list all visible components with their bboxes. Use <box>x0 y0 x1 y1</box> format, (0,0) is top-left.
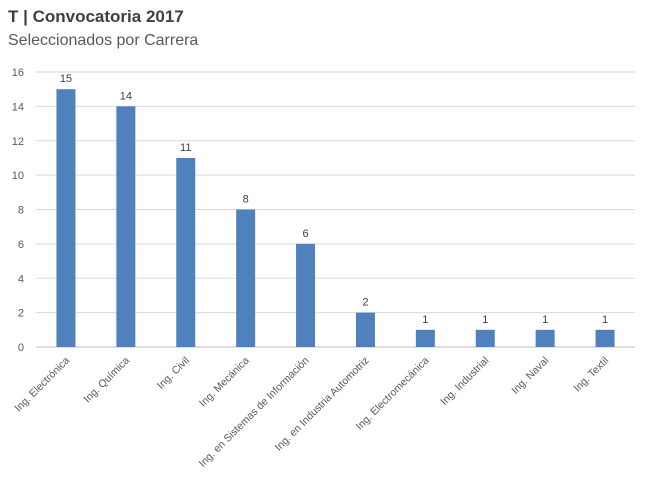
bar <box>236 209 256 347</box>
y-tick-label: 4 <box>18 273 24 285</box>
y-tick-label: 6 <box>18 239 24 251</box>
x-tick-label: Ing. Química <box>81 355 132 406</box>
bar <box>415 329 435 347</box>
data-label: 11 <box>180 142 191 154</box>
bar <box>296 243 316 347</box>
x-tick-label: Ing. Electrónica <box>12 355 72 415</box>
chart-subtitle: Seleccionados por Carrera <box>8 32 199 49</box>
x-tick-label: Ing. Civil <box>155 355 192 392</box>
data-label: 14 <box>120 90 132 102</box>
x-tick-label: Ing. en Sistemas de Información <box>197 355 312 470</box>
data-label: 1 <box>482 314 488 326</box>
y-tick-label: 10 <box>12 170 24 182</box>
x-tick-label: Ing. Textil <box>571 355 611 395</box>
y-tick-label: 12 <box>12 136 24 148</box>
data-label: 1 <box>422 314 428 326</box>
bar <box>475 329 495 347</box>
x-tick-label: Ing. Industrial <box>438 355 491 408</box>
data-label: 6 <box>302 228 308 240</box>
x-axis-ticks: Ing. Electrónica Ing. Química Ing. Civil In… <box>12 355 611 470</box>
y-axis-ticks: 0 2 4 6 8 10 12 14 16 <box>12 67 24 354</box>
data-label: 8 <box>243 194 249 206</box>
chart-title: T | Convocatoria 2017 <box>8 7 184 26</box>
bar <box>355 312 375 347</box>
data-label: 1 <box>542 314 548 326</box>
bar <box>56 89 76 347</box>
y-tick-label: 2 <box>18 308 24 320</box>
bar <box>595 329 615 347</box>
bars <box>56 89 615 347</box>
bar <box>176 157 196 347</box>
bar <box>116 106 136 347</box>
data-label: 1 <box>602 314 608 326</box>
y-tick-label: 0 <box>18 342 24 354</box>
data-label: 15 <box>60 73 72 85</box>
y-tick-label: 16 <box>12 67 24 79</box>
y-tick-label: 14 <box>12 101 24 113</box>
y-tick-label: 8 <box>18 205 24 217</box>
bar <box>535 329 555 347</box>
x-tick-label: Ing. Naval <box>509 355 551 397</box>
data-label: 2 <box>362 297 368 309</box>
gridlines <box>36 71 635 348</box>
x-tick-label: Ing. Mecánica <box>197 355 252 410</box>
